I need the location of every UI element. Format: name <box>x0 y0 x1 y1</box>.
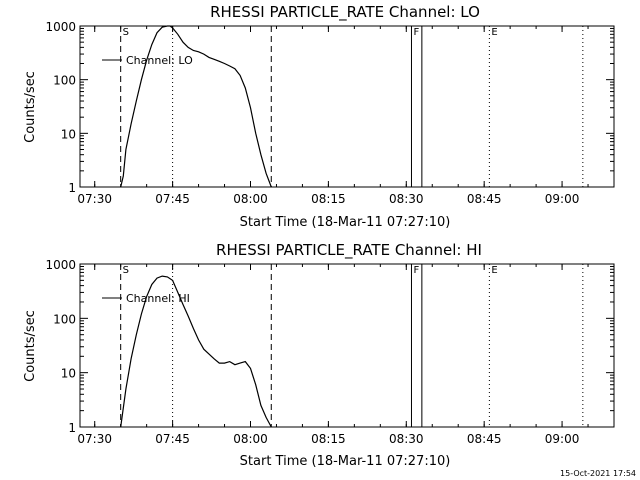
x-tick-label: 09:00 <box>545 192 580 206</box>
chart-hi-ylabel: Counts/sec <box>23 310 38 382</box>
x-tick-label: 08:15 <box>311 432 346 446</box>
series-line <box>120 25 272 188</box>
chart-lo-ticks: 07:30 07:45 08:00 08:15 08:30 08:45 09:00 1 10 10… <box>45 20 615 206</box>
y-tick-label: 1000 <box>45 20 76 34</box>
y-tick-label: 10 <box>61 367 76 381</box>
y-tick-label: 100 <box>53 312 76 326</box>
x-tick-label: 07:45 <box>155 192 190 206</box>
chart-lo-legend: Channel: LO <box>102 54 193 67</box>
chart-lo-ylabel: Counts/sec <box>23 71 38 143</box>
series-line <box>120 275 272 428</box>
x-tick-label: 07:30 <box>77 432 112 446</box>
y-tick-label: 10 <box>61 127 76 141</box>
chart-hi-frame <box>79 263 615 428</box>
y-tick-label: 1 <box>68 181 76 195</box>
x-tick-label: 07:30 <box>77 192 112 206</box>
chart-hi-ticks: 07:30 07:45 08:00 08:15 08:30 08:45 09:00 1 10 10… <box>45 258 615 446</box>
x-tick-label: 08:15 <box>311 192 346 206</box>
chart-lo-title: RHESSI PARTICLE_RATE Channel: LO <box>210 3 480 22</box>
chart-hi-legend: Channel: HI <box>102 292 190 305</box>
chart-hi-series <box>120 275 272 428</box>
event-marker-label: S <box>123 265 129 276</box>
y-tick-label: 1000 <box>45 258 76 272</box>
event-marker-label: F <box>413 27 419 38</box>
x-tick-label: 08:00 <box>233 192 268 206</box>
chart-lo-legend-label: Channel: LO <box>126 54 193 67</box>
chart-lo: RHESSI PARTICLE_RATE Channel: LO Counts/… <box>23 3 615 230</box>
chart-hi-xlabel: Start Time (18-Mar-11 07:27:10) <box>240 454 451 469</box>
x-tick-label: 08:00 <box>233 432 268 446</box>
event-marker-label: S <box>123 27 129 38</box>
x-tick-label: 07:45 <box>155 432 190 446</box>
x-tick-label: 08:45 <box>467 192 502 206</box>
chart-hi-title: RHESSI PARTICLE_RATE Channel: HI <box>216 241 482 260</box>
chart-hi-legend-label: Channel: HI <box>126 292 190 305</box>
x-tick-label: 08:45 <box>467 432 502 446</box>
event-marker-label: E <box>491 27 497 38</box>
x-tick-label: 09:00 <box>545 432 580 446</box>
event-marker-label: E <box>491 265 497 276</box>
x-tick-label: 08:30 <box>389 192 424 206</box>
chart-lo-series <box>120 25 272 188</box>
y-tick-label: 100 <box>53 74 76 88</box>
chart-hi: RHESSI PARTICLE_RATE Channel: HI Counts/… <box>23 241 615 469</box>
y-tick-label: 1 <box>68 421 76 435</box>
chart-lo-frame <box>79 25 615 188</box>
plot-timestamp: 15-Oct-2021 17:54 <box>560 469 636 478</box>
x-tick-label: 08:30 <box>389 432 424 446</box>
chart-lo-xlabel: Start Time (18-Mar-11 07:27:10) <box>240 215 451 230</box>
event-marker-label: F <box>413 265 419 276</box>
